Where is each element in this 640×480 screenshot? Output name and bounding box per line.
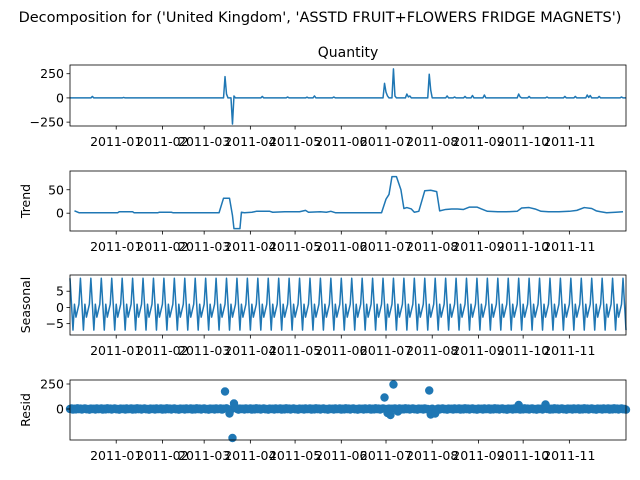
seasonal-x-tick-label: 2011-11 <box>543 343 595 358</box>
resid-x-tick-label: 2011-11 <box>543 448 595 463</box>
trend-x-tick-label: 2011-04 <box>224 239 276 254</box>
trend-y-tick-label: 50 <box>48 182 64 197</box>
observed-x-tick-label: 2011-06 <box>315 134 367 149</box>
seasonal-panel: −505 Seasonal 2011-012011-022011-032011-04… <box>18 274 627 358</box>
observed-axes-frame <box>69 64 627 127</box>
resid-x-tick-label: 2011-08 <box>406 448 458 463</box>
trend-y-axis-label: Trend <box>18 184 33 219</box>
resid-outlier-point <box>425 386 434 395</box>
resid-x-tick-label: 2011-01 <box>90 448 142 463</box>
decomposition-panels: −25002502011-012011-022011-032011-042011… <box>18 64 631 463</box>
trend-x-tick-label: 2011-11 <box>543 239 595 254</box>
seasonal-x-tick-label: 2011-10 <box>497 343 549 358</box>
resid-outlier-point <box>393 407 403 416</box>
observed-x-tick-label: 2011-11 <box>543 134 595 149</box>
seasonal-x-tick-label: 2011-02 <box>136 343 188 358</box>
trend-x-tick-label: 2011-06 <box>315 239 367 254</box>
observed-panel-title: Quantity <box>318 45 379 61</box>
observed-x-tick-label: 2011-02 <box>136 134 188 149</box>
resid-x-tick-label: 2011-06 <box>315 448 367 463</box>
figure-suptitle: Decomposition for ('United Kingdom', 'AS… <box>19 10 622 26</box>
trend-x-tick-label: 2011-08 <box>406 239 458 254</box>
observed-x-tick-label: 2011-03 <box>178 134 230 149</box>
trend-line <box>74 175 624 230</box>
resid-y-tick-label: 250 <box>40 377 64 392</box>
resid-axes-frame <box>69 379 627 441</box>
seasonal-x-tick-label: 2011-04 <box>224 343 276 358</box>
seasonal-y-tick-label: 0 <box>56 300 64 315</box>
resid-y-tick-label: 0 <box>56 402 64 417</box>
resid-outlier-point <box>220 387 230 396</box>
observed-x-tick-label: 2011-08 <box>406 134 458 149</box>
resid-x-tick-label: 2011-09 <box>452 448 504 463</box>
resid-outlier-point <box>228 433 237 443</box>
trend-x-tick-label: 2011-01 <box>90 239 142 254</box>
observed-y-tick-label: −250 <box>30 115 64 130</box>
seasonal-y-tick-label: −5 <box>46 316 64 331</box>
resid-x-tick-label: 2011-02 <box>136 448 188 463</box>
resid-outlier-point <box>386 410 395 420</box>
resid-x-tick-label: 2011-03 <box>178 448 230 463</box>
trend-x-tick-label: 2011-09 <box>452 239 504 254</box>
trend-x-tick-label: 2011-02 <box>136 239 188 254</box>
seasonal-x-tick-label: 2011-01 <box>90 343 142 358</box>
observed-y-tick-label: 0 <box>56 90 64 105</box>
seasonal-x-tick-label: 2011-03 <box>178 343 230 358</box>
observed-x-tick-label: 2011-07 <box>360 134 412 149</box>
resid-outlier-point <box>380 393 389 402</box>
seasonal-line <box>69 277 627 331</box>
trend-x-tick-label: 2011-05 <box>269 239 321 254</box>
seasonal-x-tick-label: 2011-09 <box>452 343 504 358</box>
trend-axes-frame <box>69 170 627 232</box>
seasonal-y-tick-label: 5 <box>56 284 64 299</box>
seasonal-x-tick-label: 2011-07 <box>360 343 412 358</box>
observed-y-tick-label: 250 <box>40 66 64 81</box>
resid-outlier-point <box>231 403 240 412</box>
resid-outlier-point <box>225 409 234 418</box>
resid-outlier-point <box>389 380 398 389</box>
seasonal-x-tick-label: 2011-05 <box>269 343 321 358</box>
seasonal-y-axis-label: Seasonal <box>18 277 33 334</box>
observed-line <box>70 68 626 125</box>
observed-x-tick-label: 2011-01 <box>90 134 142 149</box>
resid-points <box>65 380 631 443</box>
resid-panel: 0250Resid2011-012011-022011-032011-04201… <box>18 377 631 463</box>
observed-x-tick-label: 2011-05 <box>269 134 321 149</box>
seasonal-x-tick-label: 2011-08 <box>406 343 458 358</box>
trend-x-tick-label: 2011-07 <box>360 239 412 254</box>
resid-outlier-point <box>431 409 440 418</box>
resid-y-axis-label: Resid <box>18 393 33 427</box>
trend-y-tick-label: 0 <box>56 206 64 221</box>
resid-x-tick-label: 2011-07 <box>360 448 412 463</box>
seasonal-x-tick-label: 2011-06 <box>315 343 367 358</box>
resid-outlier-point <box>541 400 550 409</box>
resid-x-tick-label: 2011-04 <box>224 448 276 463</box>
trend-x-tick-label: 2011-03 <box>178 239 230 254</box>
observed-x-tick-label: 2011-10 <box>497 134 549 149</box>
resid-x-tick-label: 2011-05 <box>269 448 321 463</box>
seasonal-axes-frame <box>69 274 627 336</box>
observed-panel: −25002502011-012011-022011-032011-042011… <box>30 64 627 149</box>
resid-x-tick-label: 2011-10 <box>497 448 549 463</box>
observed-x-tick-label: 2011-09 <box>452 134 504 149</box>
resid-outlier-point <box>514 400 523 410</box>
observed-x-tick-label: 2011-04 <box>224 134 276 149</box>
trend-panel: 050Trend2011-012011-022011-032011-042011… <box>18 170 627 254</box>
trend-x-tick-label: 2011-10 <box>497 239 549 254</box>
